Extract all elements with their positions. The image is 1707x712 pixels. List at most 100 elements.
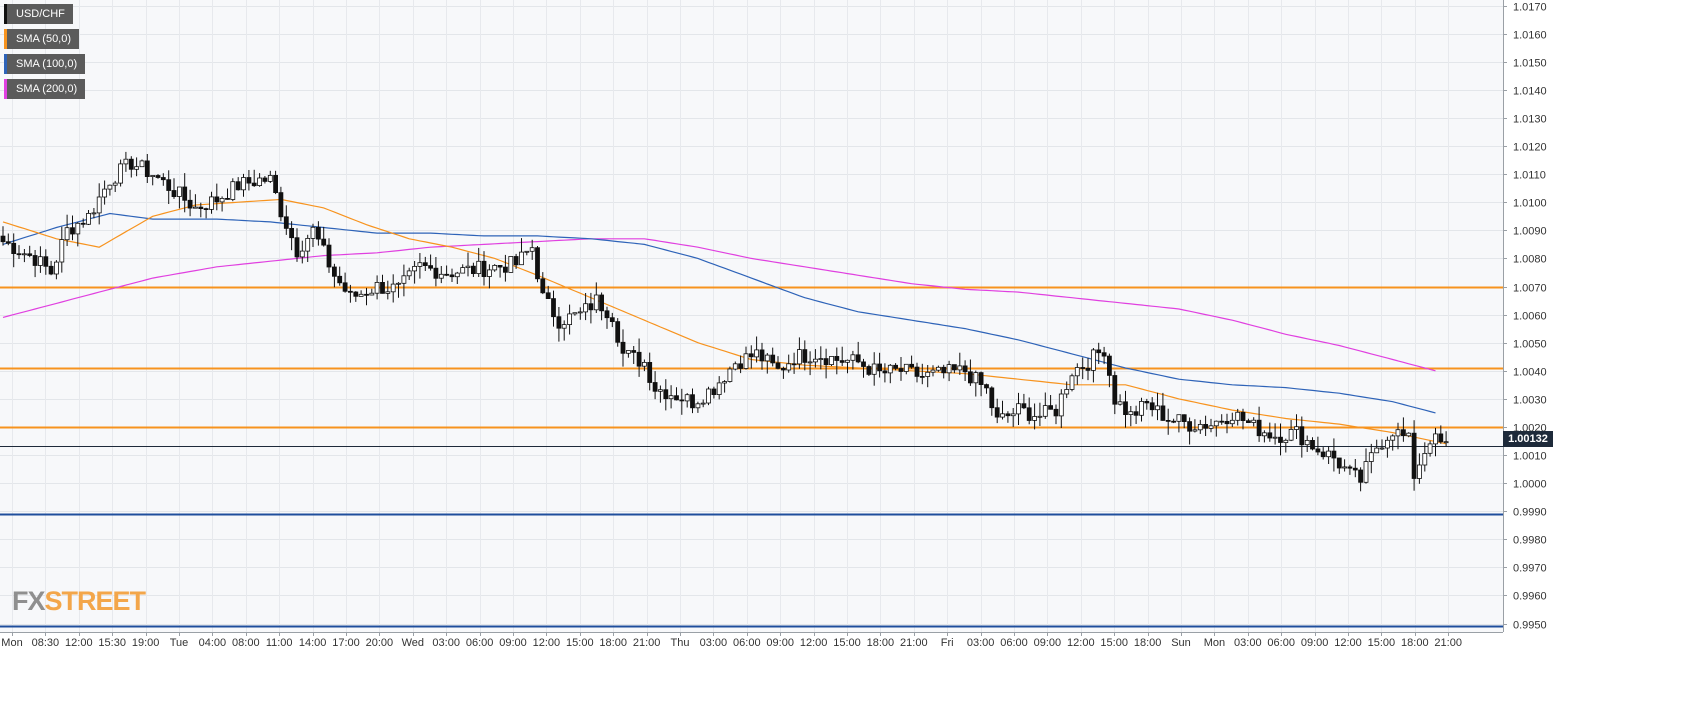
candle-body-down bbox=[545, 292, 551, 299]
candle bbox=[802, 340, 808, 371]
candle bbox=[1016, 392, 1021, 425]
candle bbox=[1358, 467, 1363, 492]
candle bbox=[438, 266, 444, 284]
candle bbox=[390, 274, 396, 303]
x-tick-label: 08:00 bbox=[232, 637, 260, 649]
candle bbox=[577, 307, 583, 320]
candle bbox=[1037, 402, 1043, 426]
candle-body-up bbox=[1037, 415, 1043, 418]
candle bbox=[1053, 404, 1059, 425]
candle-body-down bbox=[449, 274, 455, 278]
candle bbox=[1299, 416, 1305, 458]
candle-body-up bbox=[219, 197, 225, 203]
candle-body-down bbox=[647, 361, 653, 383]
candle-body-up bbox=[593, 294, 599, 311]
candle bbox=[1411, 420, 1417, 491]
x-tick-label: 04:00 bbox=[199, 637, 227, 649]
candle-body-up bbox=[1139, 400, 1144, 416]
candle bbox=[1197, 419, 1203, 434]
candle-body-up bbox=[567, 313, 572, 325]
candle-body-up bbox=[946, 364, 952, 374]
candle-body-down bbox=[1107, 355, 1112, 376]
candle bbox=[1352, 459, 1358, 478]
candle-body-down bbox=[893, 364, 898, 369]
candle-body-down bbox=[1299, 426, 1305, 446]
candle bbox=[16, 245, 22, 259]
candle bbox=[283, 205, 289, 235]
candle-body-up bbox=[1304, 439, 1310, 446]
candle-body-down bbox=[342, 282, 348, 292]
candle bbox=[1203, 415, 1208, 436]
candle-body-down bbox=[273, 174, 279, 193]
candle-body-down bbox=[422, 262, 428, 267]
candle bbox=[1155, 392, 1160, 421]
y-tick-label: 1.0010 bbox=[1513, 451, 1547, 463]
candle bbox=[834, 347, 840, 375]
candle-body-down bbox=[1096, 349, 1102, 354]
candle-body-down bbox=[636, 351, 642, 367]
candle-body-down bbox=[1411, 432, 1417, 479]
candle bbox=[631, 346, 637, 364]
candle-body-down bbox=[604, 310, 610, 319]
y-tick-label: 1.0070 bbox=[1513, 283, 1547, 295]
legend-item-sma200[interactable]: SMA (200,0) bbox=[4, 79, 86, 99]
candle-body-down bbox=[535, 247, 540, 280]
candle bbox=[492, 264, 498, 272]
candle bbox=[225, 188, 230, 200]
x-tick-label: 06:00 bbox=[733, 637, 761, 649]
legend-item-sma100[interactable]: SMA (100,0) bbox=[4, 54, 86, 74]
y-tick-label: 0.9950 bbox=[1513, 620, 1547, 632]
legend-item-symbol[interactable]: USD/CHF bbox=[4, 4, 73, 24]
candle bbox=[139, 159, 145, 168]
candle bbox=[529, 239, 535, 260]
candle bbox=[166, 170, 172, 204]
candle-body-up bbox=[1032, 416, 1037, 421]
candle bbox=[176, 186, 182, 209]
y-tick-label: 1.0080 bbox=[1513, 254, 1547, 266]
x-tick-label: 09:00 bbox=[499, 637, 527, 649]
candle-body-down bbox=[1080, 367, 1086, 369]
candle-body-down bbox=[914, 366, 920, 377]
candle-body-down bbox=[994, 407, 1000, 418]
candle-body-down bbox=[1320, 451, 1326, 458]
candle bbox=[984, 383, 989, 394]
candle-body-up bbox=[465, 265, 471, 269]
candle bbox=[1085, 357, 1091, 381]
candle-body-down bbox=[353, 291, 359, 297]
candle-body-up bbox=[460, 267, 466, 274]
candle-body-up bbox=[401, 275, 407, 284]
x-tick-label: 09:00 bbox=[1034, 637, 1062, 649]
candle-body-down bbox=[144, 160, 150, 177]
x-tick-label: 15:00 bbox=[566, 637, 594, 649]
candle-body-down bbox=[556, 316, 562, 329]
legend-item-sma50[interactable]: SMA (50,0) bbox=[4, 29, 80, 49]
x-tick-label: Thu bbox=[671, 637, 690, 649]
x-tick-label: 19:00 bbox=[132, 637, 160, 649]
candle bbox=[1133, 405, 1139, 424]
candle bbox=[1401, 417, 1406, 442]
candle bbox=[556, 307, 562, 342]
legend-label: SMA (50,0) bbox=[16, 33, 72, 45]
y-tick-label: 0.9960 bbox=[1513, 591, 1547, 603]
x-tick-label: 11:00 bbox=[266, 637, 293, 649]
candle bbox=[1224, 413, 1230, 434]
candle bbox=[925, 365, 931, 388]
candle-body-down bbox=[27, 253, 33, 256]
candle bbox=[1406, 432, 1412, 438]
candle bbox=[75, 222, 81, 247]
candle-body-up bbox=[572, 312, 578, 315]
candle-body-up bbox=[257, 177, 263, 186]
candle bbox=[679, 388, 685, 415]
candle-body-up bbox=[1262, 432, 1267, 437]
candle-body-up bbox=[850, 354, 856, 361]
candle-body-up bbox=[192, 206, 198, 209]
candle bbox=[497, 264, 503, 278]
candle bbox=[829, 355, 834, 366]
candle-body-up bbox=[454, 272, 460, 278]
fxstreet-logo: FXSTREET bbox=[12, 586, 146, 617]
candle bbox=[1165, 408, 1171, 435]
candle-body-up bbox=[134, 166, 140, 170]
candle-body-down bbox=[1246, 420, 1251, 424]
y-tick-label: 1.0100 bbox=[1513, 198, 1547, 210]
candle-body-down bbox=[898, 368, 904, 372]
